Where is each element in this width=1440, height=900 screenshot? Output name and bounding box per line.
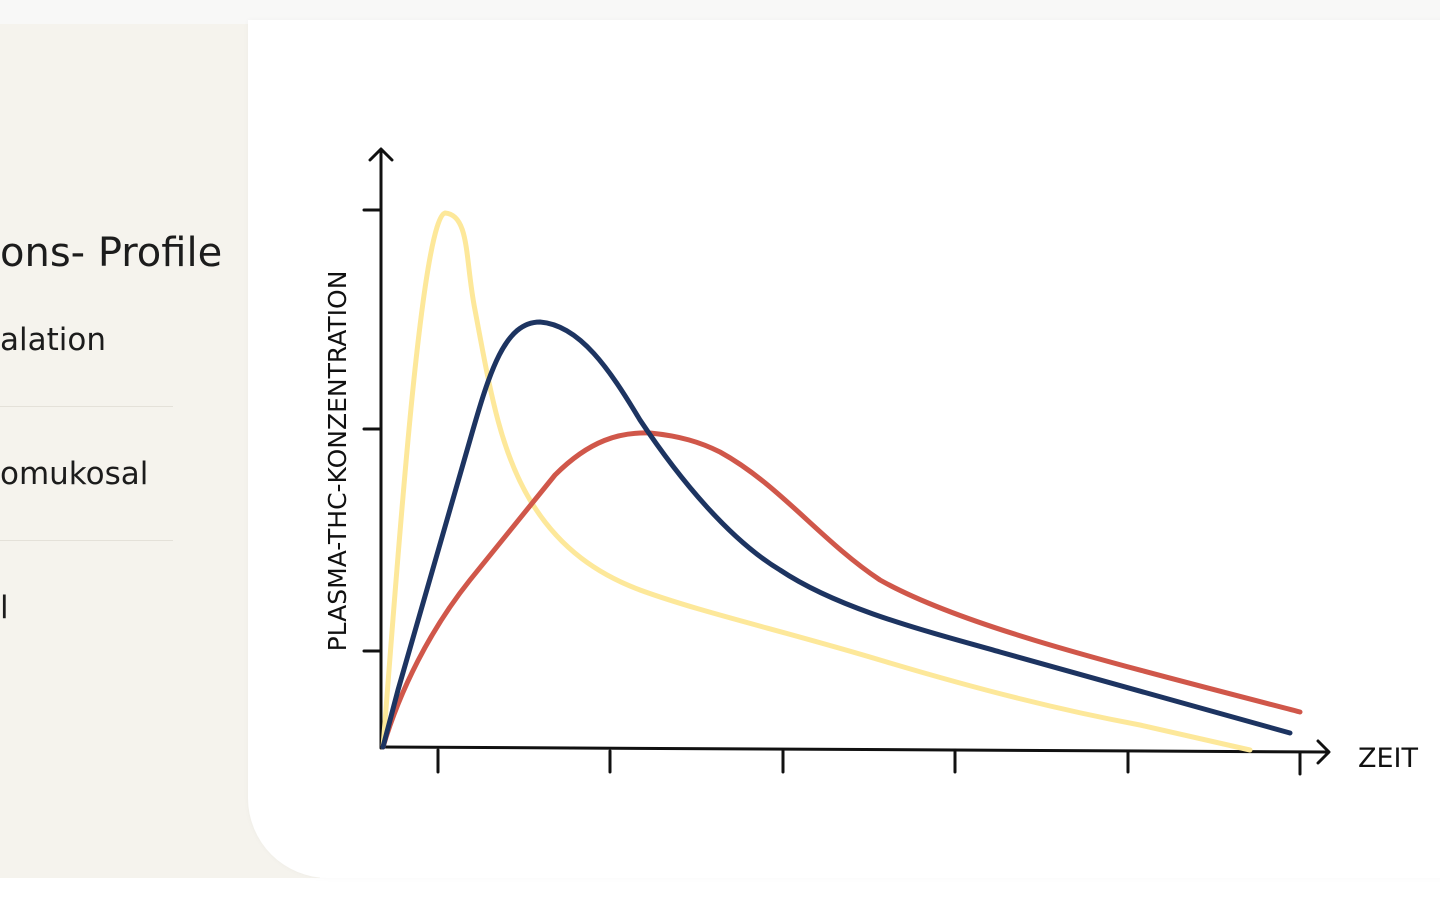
chart-card	[248, 20, 1440, 878]
y-axis-ticks	[362, 208, 383, 653]
divider	[0, 406, 173, 407]
sidebar-title: ons- Profile	[0, 230, 223, 276]
divider	[0, 540, 173, 541]
x-axis-ticks	[436, 748, 1302, 776]
y-axis	[368, 147, 394, 750]
menu-item[interactable]: alation	[0, 322, 106, 358]
curve-oral	[380, 430, 1303, 750]
x-axis	[379, 739, 1331, 765]
curve-inhalation	[380, 210, 1253, 753]
menu-item[interactable]: omukosal	[0, 456, 149, 492]
menu-item[interactable]: l	[0, 590, 9, 626]
x-axis-label: ZEIT	[1358, 743, 1419, 774]
y-axis-label: PLASMA-THC-KONZENTRATION	[323, 271, 352, 652]
curve-oromukosal	[380, 319, 1293, 750]
